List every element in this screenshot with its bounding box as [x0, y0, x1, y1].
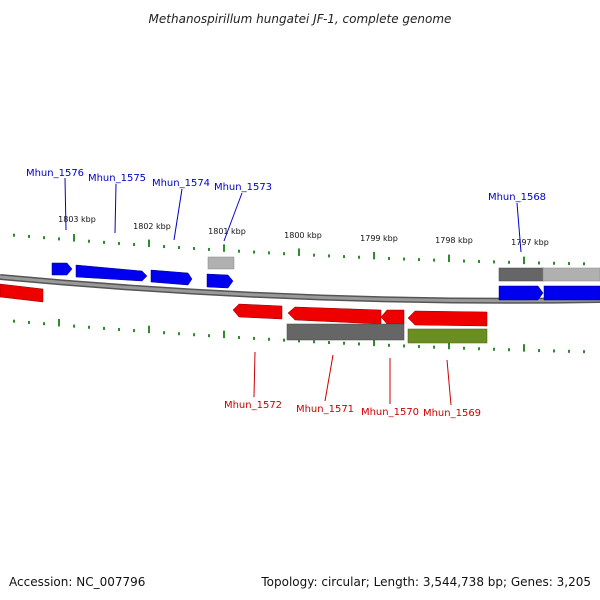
- gene-arrow-left-edge[interactable]: [0, 283, 44, 303]
- gene-label[interactable]: Mhun_1576: [26, 168, 84, 179]
- gene-arrow-mhun-1576[interactable]: [51, 262, 73, 276]
- gene-arrow-mhun-1569[interactable]: [407, 310, 488, 327]
- gene-label[interactable]: Mhun_1574: [152, 178, 210, 189]
- gene-block-pseudogene[interactable]: [207, 256, 235, 270]
- ruler-label: 1802 kbp: [133, 222, 171, 231]
- ruler-label: 1799 kbp: [360, 234, 398, 243]
- accession-text: Accession: NC_007796: [9, 575, 145, 589]
- ruler-label: 1797 kbp: [511, 238, 549, 247]
- gene-arrow-mhun-1575[interactable]: [75, 264, 148, 282]
- ruler-label: 1800 kbp: [284, 231, 322, 240]
- gene-label[interactable]: Mhun_1570: [361, 407, 419, 418]
- gene-block-center-dark[interactable]: [286, 323, 405, 341]
- ruler-label: 1798 kbp: [435, 236, 473, 245]
- forward-strand-genes: [51, 256, 600, 301]
- genome-title: Methanospirillum hungatei JF-1, complete…: [149, 12, 452, 26]
- gene-label[interactable]: Mhun_1571: [296, 404, 354, 415]
- gene-label[interactable]: Mhun_1573: [214, 182, 272, 193]
- gene-block-right-light[interactable]: [542, 267, 600, 282]
- gene-arrow-mhun-1574[interactable]: [150, 269, 193, 286]
- gene-block-olive[interactable]: [407, 328, 488, 344]
- gene-label[interactable]: Mhun_1569: [423, 408, 481, 419]
- gene-label[interactable]: Mhun_1572: [224, 400, 282, 411]
- gene-label[interactable]: Mhun_1575: [88, 173, 146, 184]
- forward-gene-labels: Mhun_1576 Mhun_1575 Mhun_1574 Mhun_1573 …: [26, 168, 546, 253]
- genome-summary-text: Topology: circular; Length: 3,544,738 bp…: [260, 575, 591, 589]
- ruler-label: 1801 kbp: [208, 227, 246, 236]
- gene-block-right-dark[interactable]: [498, 267, 545, 282]
- genome-backbone: [0, 274, 600, 304]
- gene-label[interactable]: Mhun_1568: [488, 192, 546, 203]
- reverse-gene-labels: Mhun_1572 Mhun_1571 Mhun_1570 Mhun_1569: [224, 351, 481, 419]
- ruler-ticks-top: [13, 233, 585, 266]
- gene-arrow-mhun-1570[interactable]: [380, 309, 405, 325]
- reverse-strand-genes: [0, 283, 488, 344]
- gene-arrow-right-edge[interactable]: [543, 285, 600, 301]
- gene-arrow-mhun-1568[interactable]: [498, 285, 544, 301]
- ruler-labels: 1803 kbp 1802 kbp 1801 kbp 1800 kbp 1799…: [58, 215, 549, 247]
- ruler-label: 1803 kbp: [58, 215, 96, 224]
- gene-arrow-mhun-1572[interactable]: [232, 303, 283, 320]
- gene-arrow-mhun-1571[interactable]: [287, 306, 382, 325]
- gene-arrow-mhun-1573[interactable]: [206, 273, 234, 289]
